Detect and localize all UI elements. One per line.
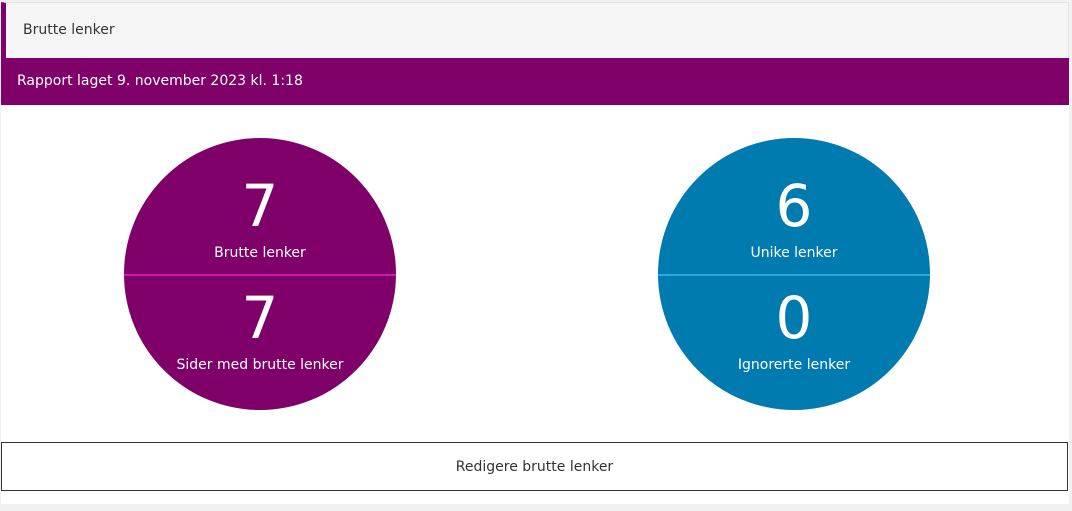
report-banner: Rapport laget 9. november 2023 kl. 1:18 [1, 58, 1069, 105]
circle-divider [124, 274, 396, 276]
unique-links-stat-circle: 6 Unike lenker 0 Ignorerte lenker [658, 138, 930, 410]
unique-links-label: Unike lenker [750, 245, 838, 261]
panel-title: Brutte lenker [23, 22, 115, 38]
edit-broken-links-button[interactable]: Redigere brutte lenker [1, 442, 1068, 491]
broken-links-count: 7 [241, 172, 279, 240]
ignored-links-label: Ignorerte lenker [737, 357, 851, 373]
panel-header: Brutte lenker [1, 2, 1069, 58]
unique-links-count: 6 [775, 172, 813, 240]
broken-links-panel: Brutte lenker Rapport laget 9. november … [1, 2, 1069, 504]
report-timestamp: Rapport laget 9. november 2023 kl. 1:18 [17, 73, 303, 89]
ignored-links-count: 0 [775, 284, 813, 352]
broken-links-stat-circle: 7 Brutte lenker 7 Sider med brutte lenke… [124, 138, 396, 410]
broken-links-label: Brutte lenker [214, 245, 306, 261]
pages-with-broken-links-count: 7 [241, 284, 279, 352]
pages-with-broken-links-label: Sider med brutte lenker [176, 357, 344, 373]
circle-divider [658, 274, 930, 276]
